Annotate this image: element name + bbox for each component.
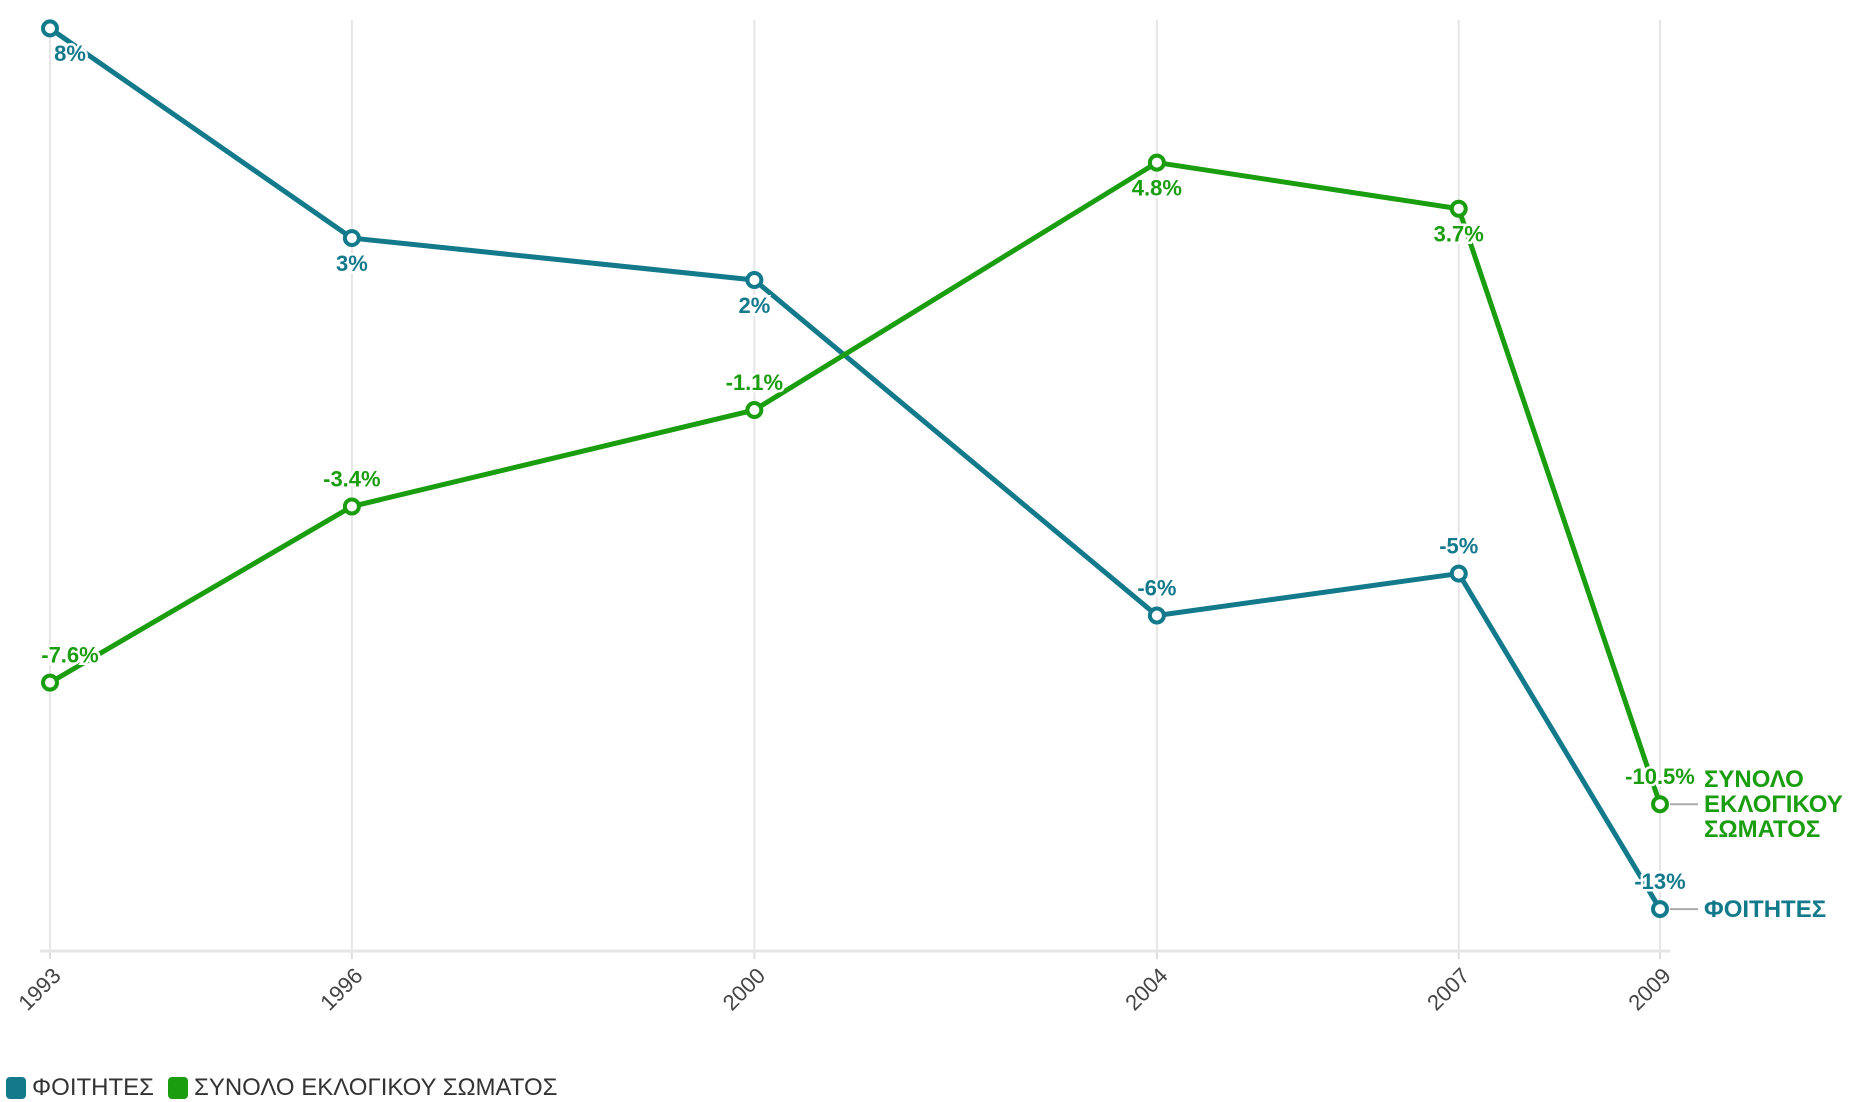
point xyxy=(1147,606,1166,625)
data-label: 3% xyxy=(336,251,368,276)
series-line xyxy=(48,26,1663,911)
data-label: 3.7% xyxy=(1434,222,1484,247)
x-tick-label: 2007 xyxy=(1422,963,1474,1015)
legend-swatch xyxy=(6,1077,26,1099)
legend-label: ΦΟΙΤΗΤΕΣ xyxy=(32,1074,154,1101)
legend-item: ΦΟΙΤΗΤΕΣ xyxy=(6,1074,154,1102)
legend-label: ΣΥΝΟΛΟ ΕΚΛΟΓΙΚΟΥ ΣΩΜΑΤΟΣ xyxy=(193,1074,558,1101)
point xyxy=(1651,900,1669,919)
point xyxy=(342,497,361,516)
point xyxy=(1651,795,1669,814)
point xyxy=(1449,199,1468,218)
x-tick-label: 2009 xyxy=(1623,963,1675,1015)
legend-swatch xyxy=(167,1077,188,1099)
data-label: -3.4% xyxy=(323,466,380,491)
point xyxy=(1449,564,1468,583)
x-tick-label: 1996 xyxy=(315,963,367,1015)
data-label: -10.5% xyxy=(1625,764,1695,789)
point xyxy=(1147,153,1166,172)
point xyxy=(342,229,361,248)
data-label: 8% xyxy=(54,41,86,66)
x-tick-label: 1993 xyxy=(13,963,65,1015)
data-label: -6% xyxy=(1137,575,1176,600)
point xyxy=(41,673,59,692)
point xyxy=(745,401,764,420)
data-label: -1.1% xyxy=(726,370,783,395)
data-label: 4.8% xyxy=(1132,175,1182,200)
data-label: -13% xyxy=(1634,869,1685,894)
legend: ΦΟΙΤΗΤΕΣ ΣΥΝΟΛΟ ΕΚΛΟΓΙΚΟΥ ΣΩΜΑΤΟΣ xyxy=(6,1074,558,1102)
x-tick-label: 2004 xyxy=(1120,963,1172,1015)
series-line xyxy=(48,160,1663,806)
point xyxy=(41,19,59,38)
point xyxy=(745,271,764,290)
data-label: 2% xyxy=(738,293,770,318)
x-tick-label: 2000 xyxy=(718,963,770,1015)
data-label: -5% xyxy=(1439,533,1478,558)
end-label: ΦΟΙΤΗΤΕΣ xyxy=(1704,895,1827,923)
data-label: -7.6% xyxy=(41,642,98,667)
legend-item: ΣΥΝΟΛΟ ΕΚΛΟΓΙΚΟΥ ΣΩΜΑΤΟΣ xyxy=(167,1074,558,1102)
end-label: ΣΥΝΟΛΟ ΕΚΛΟΓΙΚΟΥ ΣΩΜΑΤΟΣ xyxy=(1704,765,1843,843)
